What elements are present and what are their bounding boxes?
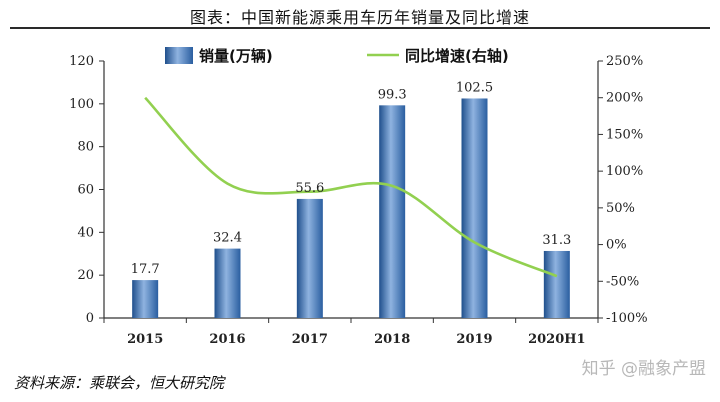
bar-value-label: 32.4: [213, 231, 242, 246]
left-tick-label: 60: [77, 183, 94, 198]
right-tick-label: 150%: [606, 127, 643, 142]
sales-bar: [296, 198, 323, 318]
left-tick-label: 20: [77, 268, 94, 283]
left-tick-label: 40: [77, 225, 94, 240]
right-tick-label: 100%: [606, 164, 643, 179]
chart-title: 图表：中国新能源乘用车历年销量及同比增速: [189, 8, 530, 27]
legend: 销量(万辆) 同比增速(右轴): [165, 47, 509, 65]
source-note: 资料来源：乘联会，恒大研究院: [14, 374, 225, 392]
sales-bar: [214, 248, 241, 318]
growth-line-path: [144, 96, 558, 278]
axes: 0 20 40 60 80 100 120 -100% -50% 0% 50% 100% 150% 200…: [69, 54, 647, 347]
x-tick-label: 2018: [374, 332, 410, 347]
bars: [132, 98, 570, 319]
x-tick-label: 2017: [292, 332, 328, 347]
legend-bar-swatch: [165, 47, 193, 64]
left-tick-label: 0: [86, 311, 94, 326]
left-tick-label: 80: [77, 140, 94, 155]
title-rule: [10, 27, 710, 29]
right-tick-label: 250%: [606, 54, 643, 69]
x-tick-label: 2015: [127, 332, 163, 347]
sales-bar: [132, 280, 159, 318]
growth-line: [144, 96, 558, 278]
watermark: 知乎 @融象产盟: [581, 359, 706, 379]
x-tick-label: 2019: [456, 332, 492, 347]
sales-bar: [543, 250, 570, 318]
right-tick-label: 50%: [606, 201, 635, 216]
left-tick-label: 100: [69, 97, 94, 112]
bar-value-label: 99.3: [378, 87, 407, 102]
bar-value-label: 31.3: [542, 233, 571, 248]
legend-bar-label: 销量(万辆): [199, 47, 273, 65]
right-tick-label: -100%: [606, 311, 648, 326]
sales-bar: [379, 105, 406, 319]
bar-value-label: 17.7: [131, 262, 160, 277]
bar-value-label: 55.6: [295, 181, 324, 196]
bar-value-label: 102.5: [456, 80, 493, 95]
right-tick-label: 0%: [606, 238, 627, 253]
left-tick-label: 120: [69, 54, 94, 69]
x-tick-label: 2020H1: [528, 332, 586, 347]
right-tick-label: -50%: [606, 274, 639, 289]
legend-line-label: 同比增速(右轴): [405, 47, 509, 65]
right-tick-label: 200%: [606, 91, 643, 106]
sales-bar: [461, 98, 488, 319]
x-tick-label: 2016: [209, 332, 245, 347]
data-labels: 17.7 32.4 55.6 99.3 102.5 31.3: [131, 80, 572, 277]
